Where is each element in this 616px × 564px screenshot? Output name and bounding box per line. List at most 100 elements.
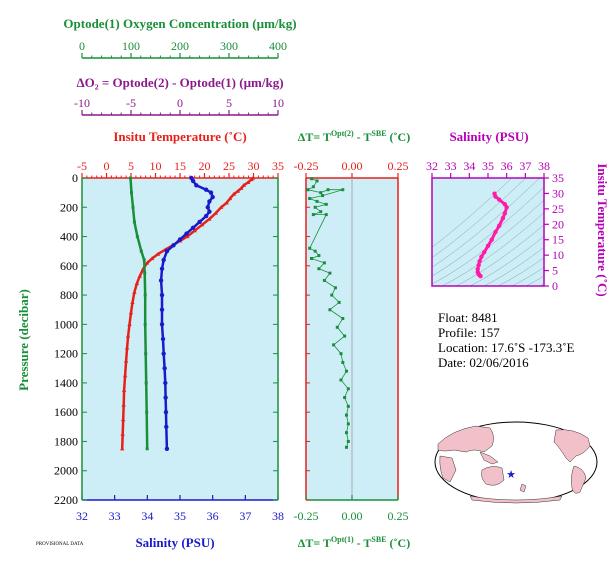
salinity-point (163, 409, 169, 415)
temperature-point (241, 183, 246, 187)
delta-t-point (330, 293, 334, 297)
temperature-axis-title: Insitu Temperature (˚C) (113, 129, 246, 144)
delta-t-point (332, 343, 336, 347)
delta_o2-tick-label: 0 (177, 96, 183, 110)
delta-t-bottom-title: ΔT= TOpt(1) - TSBE (˚C) (298, 535, 410, 550)
delta-t-bottom-title-a: ΔT= T (298, 536, 331, 550)
oxygen-point (142, 258, 146, 262)
oxygen-tick-label: 300 (220, 39, 238, 53)
salinity-point (207, 209, 212, 214)
temperature-point (124, 345, 130, 350)
ts-x-tick-label: 34 (463, 159, 475, 173)
ts-y-tick-label: 15 (552, 233, 564, 247)
ts-x-tick-label: 36 (501, 159, 513, 173)
delta-t-point (346, 404, 350, 408)
ts-isopycnal (469, 235, 544, 286)
delta_o2-tick-label: -10 (74, 96, 90, 110)
delta-t-point (344, 369, 348, 373)
oxygen-point (143, 293, 147, 297)
ts-isopycnal (432, 199, 544, 285)
temperature-tick-label: 25 (223, 159, 235, 173)
ts-point (502, 211, 507, 216)
ts-point (497, 223, 502, 229)
delta-t-bottom-tick-label: -0.25 (294, 509, 319, 523)
oxygen-tick-label: 200 (171, 39, 189, 53)
salinity-point (159, 322, 165, 327)
ts-y-tick-label: 35 (552, 171, 564, 185)
temperature-point (218, 205, 224, 209)
delta-t-point (333, 286, 337, 290)
delta-t-bottom-title-b: Opt(1) (331, 535, 354, 544)
delta-t-point (315, 199, 319, 203)
oxygen-point (145, 447, 149, 451)
temperature-tick-label: -5 (77, 159, 87, 173)
salinity-point (197, 219, 202, 225)
ts-point (504, 205, 509, 210)
pressure-tick-label: 600 (60, 259, 78, 273)
ts-y-tick-label: 25 (552, 202, 564, 216)
temperature-point (207, 216, 212, 221)
delta-t-top-title-b: Opt(2) (331, 129, 354, 138)
temperature-point (125, 333, 131, 338)
temperature-point (128, 310, 134, 315)
oxygen-axis-title: Optode(1) Oxygen Concentration (µm/kg) (63, 16, 296, 31)
temperature-point (121, 388, 127, 392)
ts-y-tick-label: 20 (552, 217, 564, 231)
map-land-asia (437, 425, 494, 453)
profile-number: Profile: 157 (438, 325, 500, 340)
world-map: ★ (434, 421, 598, 504)
delta-t-top-tick-label: 0.00 (342, 159, 363, 173)
temperature-point (245, 180, 251, 184)
ts-isopycnal (525, 275, 544, 286)
float-location: Location: 17.6˚S -173.3˚E (438, 340, 575, 355)
temperature-point (132, 289, 137, 294)
delta-t-point (343, 396, 347, 400)
ts-point (477, 259, 482, 264)
delta-t-point (306, 188, 310, 192)
delta-t-point (344, 431, 348, 435)
oxygen-point (129, 191, 133, 195)
ts-point (489, 237, 494, 242)
temperature-point (121, 402, 126, 407)
delta-t-bottom-title-e: (˚C) (387, 536, 411, 550)
map-land-seasia (479, 451, 499, 465)
temperature-point (155, 251, 161, 256)
chart-marks (119, 175, 509, 451)
temperature-point (149, 256, 155, 261)
temperature-point (192, 228, 197, 233)
salinity-point (161, 257, 166, 263)
delta-t-point (311, 185, 315, 189)
temperature-point (213, 210, 218, 215)
oxygen-point (144, 352, 148, 356)
delta_o2-tick-label: 5 (226, 96, 232, 110)
oxygen-point (131, 205, 135, 209)
ts-panel-bg (432, 178, 544, 286)
ts-point (485, 243, 491, 249)
salinity-axis-title: Salinity (PSU) (135, 535, 214, 550)
oxygen-point (139, 249, 143, 253)
delta_o2-tick-label: 10 (272, 96, 284, 110)
ts-y-tick-label: 30 (552, 186, 564, 200)
ts-isopycnal (432, 186, 544, 277)
oxygen-point (144, 381, 148, 385)
salinity-point (184, 231, 189, 236)
temperature-point (199, 222, 205, 227)
ts-isopycnal (455, 224, 544, 286)
pressure-tick-label: 1200 (54, 347, 78, 361)
oxygen-point (132, 220, 136, 224)
temperature-tick-label: 20 (199, 159, 211, 173)
delta-t-point (319, 210, 323, 214)
main-panel-bg (82, 178, 278, 500)
map-land-australia (481, 466, 505, 486)
ts-point (475, 266, 480, 272)
oxygen-tick-label: 400 (269, 39, 287, 53)
temperature-point (123, 358, 129, 363)
delta-t-point (344, 445, 348, 449)
temperature-point (239, 186, 244, 190)
delta-t-point (322, 278, 326, 282)
salinity-point (208, 190, 214, 195)
ts-point (497, 197, 502, 202)
salinity-point (190, 178, 196, 184)
ts-point (493, 194, 498, 199)
ts-x-tick-label: 37 (519, 159, 531, 173)
